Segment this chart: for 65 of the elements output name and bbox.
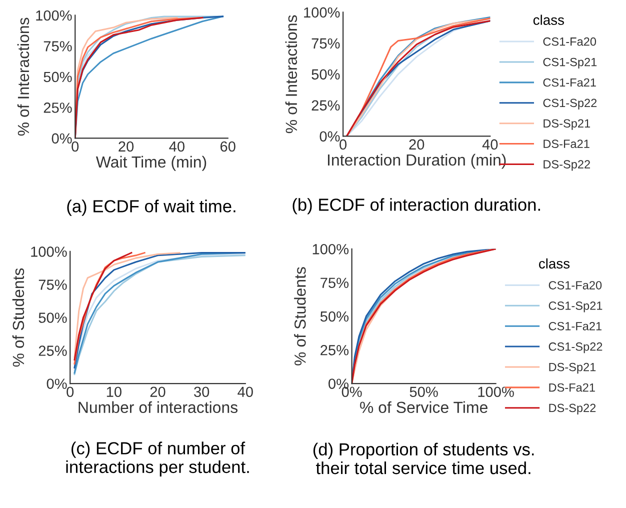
legend-title: class <box>539 258 570 269</box>
y-tick-label: 0% <box>46 378 67 389</box>
x-tick-label: 40 <box>238 386 253 398</box>
legend-label: CS1-Fa20 <box>548 281 602 290</box>
x-tick-label: 0 <box>66 386 74 398</box>
x-tick-label: 20 <box>118 141 134 152</box>
y-tick-label: 75% <box>44 41 72 52</box>
legend-label: CS1-Sp22 <box>548 342 602 354</box>
x-tick-label: 0% <box>342 386 362 398</box>
y-axis-title: % of Interactions <box>17 18 30 136</box>
y-tick-label: 0% <box>320 131 340 142</box>
x-tick-label: 20 <box>409 139 424 150</box>
y-axis-title: % of Students <box>294 267 306 366</box>
y-tick-label: 25% <box>44 102 72 113</box>
x-tick-label: 60 <box>220 141 236 152</box>
x-tick-label: 10 <box>106 386 122 398</box>
legend-label: DS-Fa21 <box>549 383 595 392</box>
legend-label: CS1-Fa21 <box>548 322 602 330</box>
x-tick-label: 0 <box>72 141 79 152</box>
y-tick-label: 100% <box>304 7 340 18</box>
y-axis-title: % of Students <box>12 268 24 367</box>
x-axis-title: Number of interactions <box>78 401 238 414</box>
legend-label: DS-Sp21 <box>549 362 596 374</box>
text: (b) ECDF of interaction duration. <box>292 198 540 214</box>
x-tick-label: 30 <box>194 386 210 398</box>
y-tick-label: 100% <box>36 10 72 21</box>
y-tick-label: 25% <box>320 344 349 356</box>
text: (d) Proportion of students vs. their total service time used. <box>313 442 534 474</box>
legend-label: CS1-Fa21 <box>543 78 596 87</box>
text: (a) ECDF of wait time. <box>67 200 236 216</box>
x-tick-label: 40 <box>169 141 184 152</box>
y-tick-label: 75% <box>320 278 349 288</box>
legend-label: DS-Sp22 <box>549 404 596 414</box>
x-tick-label: 40 <box>482 139 498 150</box>
y-tick-label: 50% <box>38 312 67 323</box>
line-series <box>74 252 132 361</box>
line-series <box>74 252 180 358</box>
legend-label: CS1-Sp21 <box>543 58 597 69</box>
legend-label: CS1-Sp22 <box>543 98 597 110</box>
x-tick-label: 50% <box>410 386 438 398</box>
legend-label: CS1-Fa20 <box>543 37 596 46</box>
x-tick-label: 20 <box>150 386 166 398</box>
y-tick-label: 50% <box>44 72 72 82</box>
x-tick-label: 0 <box>340 139 347 150</box>
y-tick-label: 100% <box>31 246 67 257</box>
x-axis-title: % of Service Time <box>360 401 488 414</box>
x-tick-label: 100% <box>478 386 514 398</box>
legend-label: DS-Fa21 <box>544 140 590 148</box>
legend-label: DS-Sp21 <box>544 119 590 130</box>
text: (c) ECDF of number of interactions per student. <box>66 442 249 477</box>
y-axis-title: % of Interactions <box>285 15 298 134</box>
y-tick-label: 50% <box>312 69 340 80</box>
y-tick-label: 25% <box>312 100 340 111</box>
legend-label: CS1-Sp21 <box>548 302 602 312</box>
y-tick-label: 25% <box>38 346 67 356</box>
line-series <box>74 252 146 364</box>
x-axis-title: Wait Time (min) <box>96 156 206 171</box>
y-tick-label: 0% <box>328 378 349 389</box>
x-axis-title: Interaction Duration (min) <box>328 154 506 169</box>
legend-label: DS-Sp22 <box>544 160 590 171</box>
legend-title: class <box>533 14 564 25</box>
y-tick-label: 75% <box>38 280 67 290</box>
y-tick-label: 75% <box>312 38 340 49</box>
y-tick-label: 50% <box>320 311 349 322</box>
y-tick-label: 100% <box>312 244 349 254</box>
